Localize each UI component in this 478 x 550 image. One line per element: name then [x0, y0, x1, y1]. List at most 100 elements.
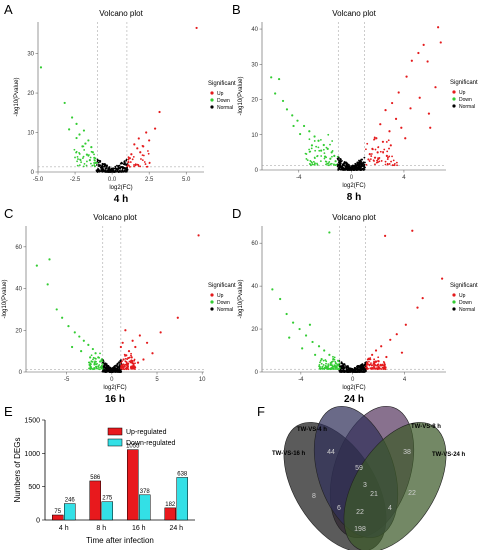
point-up — [133, 165, 135, 168]
point-up — [151, 352, 154, 355]
point-up — [130, 153, 133, 156]
point-down — [335, 163, 338, 166]
point-up — [126, 364, 129, 367]
volcano-title: Volcano plot — [99, 9, 143, 18]
point-down — [330, 162, 333, 165]
point-normal — [344, 365, 347, 367]
point-normal — [362, 165, 365, 168]
point-up — [369, 158, 372, 161]
point-up — [376, 151, 379, 154]
point-normal — [358, 169, 361, 171]
point-up — [134, 366, 137, 369]
point-down — [75, 136, 78, 140]
point-up — [127, 158, 130, 161]
point-up — [384, 163, 387, 166]
point-normal — [349, 167, 351, 170]
point-up — [371, 353, 374, 356]
point-normal — [337, 158, 340, 161]
point-up — [427, 112, 431, 115]
point-up — [404, 323, 407, 326]
x-axis-label: log2(FC) — [342, 183, 365, 189]
point-up — [159, 331, 162, 334]
point-up — [140, 158, 142, 160]
point-normal — [96, 168, 99, 170]
point-up — [391, 164, 394, 167]
point-up — [145, 131, 148, 134]
point-up — [380, 368, 383, 370]
point-up — [130, 361, 133, 364]
point-down — [322, 148, 325, 151]
point-down — [285, 312, 288, 316]
point-up — [368, 160, 371, 162]
point-down — [304, 334, 308, 337]
point-normal — [359, 163, 361, 166]
point-normal — [351, 370, 354, 373]
point-up — [373, 160, 375, 162]
point-normal — [123, 160, 126, 163]
point-down — [82, 339, 85, 342]
point-down — [327, 364, 330, 367]
point-up — [137, 165, 140, 167]
point-normal — [337, 164, 340, 166]
point-up — [127, 362, 130, 365]
point-down — [61, 316, 64, 319]
point-normal — [363, 156, 366, 159]
point-up — [395, 161, 398, 164]
point-down — [94, 161, 97, 165]
point-up — [127, 156, 130, 159]
legend-marker — [452, 104, 456, 108]
point-normal — [341, 165, 343, 168]
point-down — [327, 363, 330, 366]
point-normal — [101, 170, 104, 173]
point-down — [337, 359, 339, 362]
point-up — [137, 137, 140, 140]
point-up — [373, 363, 376, 366]
point-down — [331, 150, 334, 152]
y-tick-label: 40 — [15, 287, 22, 293]
point-up — [384, 108, 387, 112]
point-up — [143, 161, 146, 163]
bar-up — [127, 449, 139, 521]
point-down — [298, 327, 301, 331]
point-down — [80, 350, 83, 353]
point-normal — [362, 366, 365, 369]
bar-value-label: 1055 — [126, 444, 140, 450]
bar-value-label: 246 — [65, 498, 76, 504]
x-tick-label: 24 h — [169, 525, 183, 532]
point-normal — [352, 168, 355, 171]
point-up — [441, 277, 444, 280]
y-tick-label: 0 — [255, 168, 259, 174]
point-up — [373, 366, 376, 369]
x-tick-label: 16 h — [132, 525, 146, 532]
point-up — [386, 150, 389, 153]
point-normal — [354, 370, 357, 373]
point-up — [375, 161, 378, 164]
point-down — [78, 164, 81, 167]
point-down — [319, 366, 321, 368]
point-up — [426, 60, 429, 63]
point-normal — [103, 164, 106, 167]
point-down — [95, 367, 98, 370]
y-tick-label: 500 — [28, 484, 40, 491]
point-down — [82, 165, 85, 168]
point-up — [370, 155, 373, 157]
point-normal — [356, 161, 359, 164]
point-down — [329, 143, 331, 146]
panel-e: E 0 500 1000 1500 Numbers of DEGs 4 h 75 246 8 h 5… — [4, 404, 195, 545]
point-normal — [345, 164, 347, 167]
point-up — [125, 354, 128, 357]
point-down — [320, 362, 323, 365]
x-tick-label: 4 — [403, 377, 407, 383]
point-up — [378, 367, 381, 370]
y-tick-label: 60 — [15, 245, 22, 251]
panel-letter: A — [4, 2, 13, 17]
point-up — [148, 139, 151, 142]
point-normal — [107, 168, 110, 171]
point-up — [379, 123, 382, 126]
x-tick-label: -4 — [298, 377, 304, 383]
point-down — [292, 124, 295, 128]
point-up — [120, 361, 122, 364]
point-down — [304, 152, 307, 155]
legend-label: Down — [459, 300, 472, 306]
point-normal — [343, 367, 346, 369]
